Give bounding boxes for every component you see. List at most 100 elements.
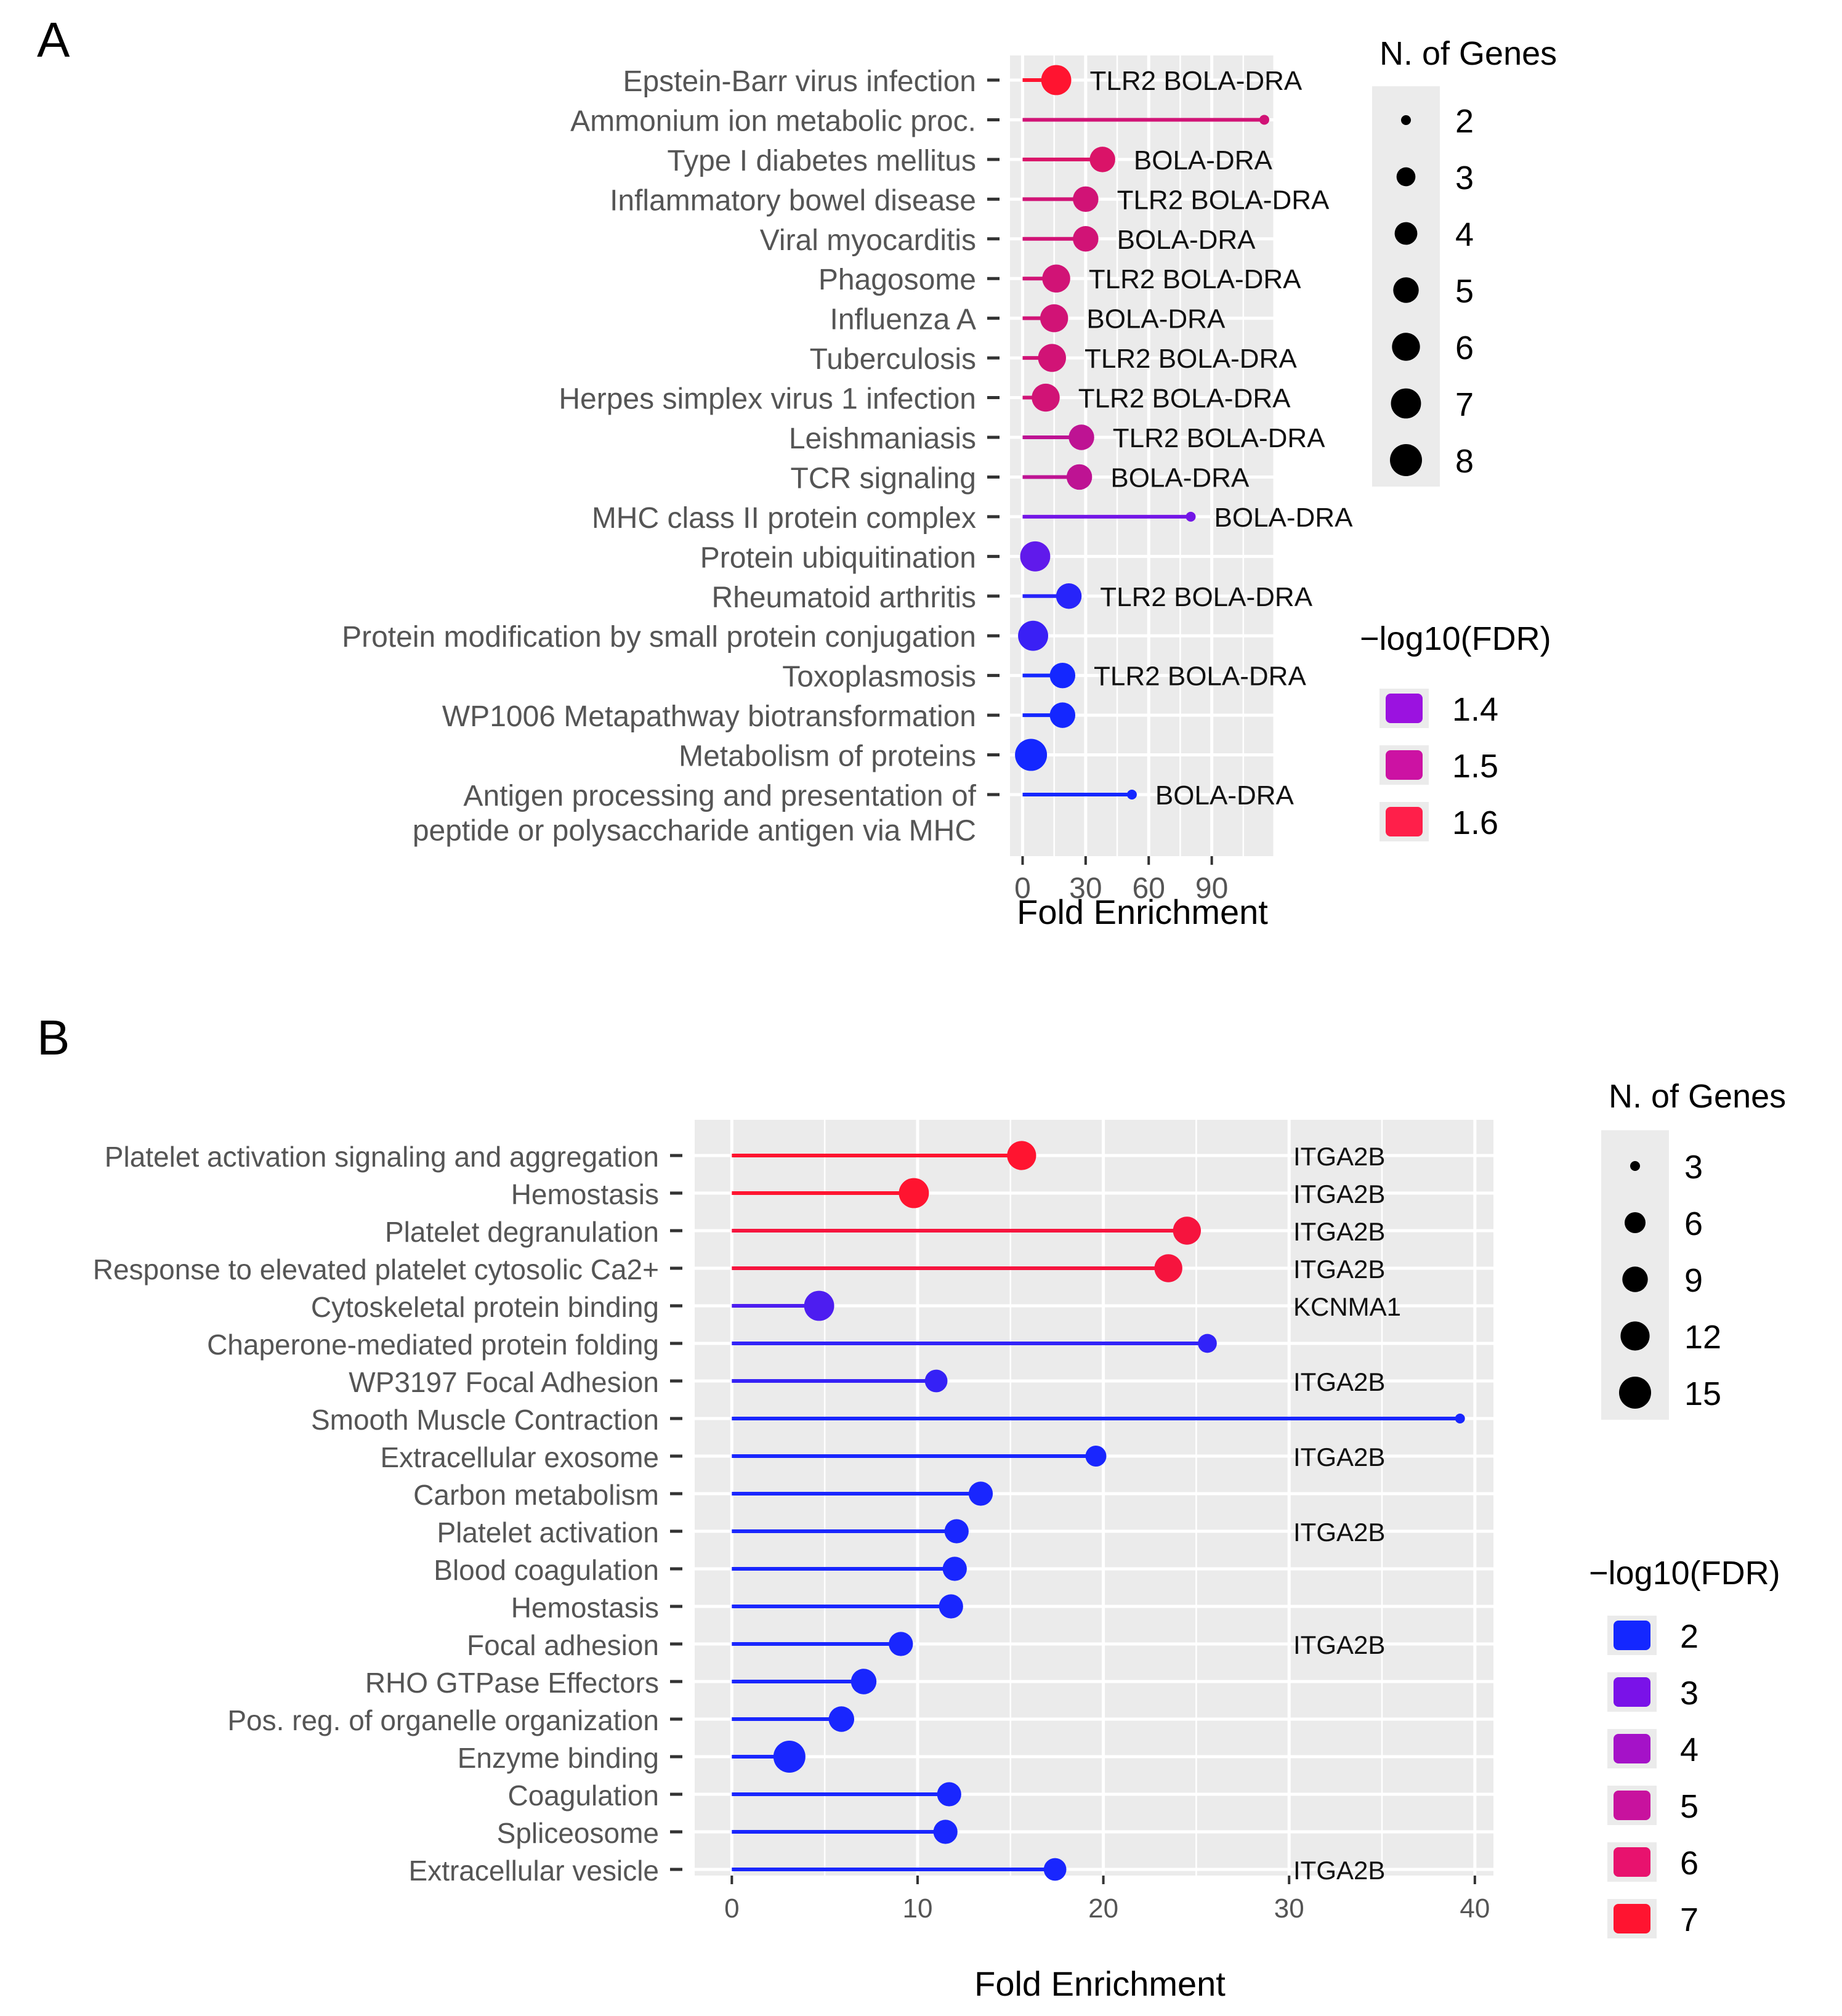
row-label: Focal adhesion — [467, 1629, 659, 1661]
row-label: Coagulation — [507, 1779, 659, 1812]
lollipop-point — [937, 1782, 961, 1807]
gene-label: BOLA-DRA — [1134, 145, 1273, 176]
lollipop-row: Herpes simplex virus 1 infection TLR2 BOL… — [559, 383, 1291, 416]
gene-label: TLR2 BOLA-DRA — [1078, 384, 1291, 414]
size-legend-dot — [1622, 1266, 1648, 1292]
color-legend-label: 5 — [1680, 1788, 1699, 1825]
gene-label: ITGA2B — [1293, 1180, 1385, 1208]
row-label: Cytoskeletal protein binding — [311, 1291, 659, 1323]
color-legend-label: 7 — [1680, 1901, 1699, 1938]
lollipop-point — [1066, 464, 1093, 490]
size-legend-dot — [1391, 388, 1421, 419]
row-label: Ammonium ion metabolic proc. — [570, 105, 976, 137]
color-legend-swatch — [1386, 750, 1423, 780]
lollipop-point — [1073, 186, 1099, 213]
size-legend-label: 9 — [1684, 1262, 1703, 1299]
panel-a-x-axis-label: Fold Enrichment — [1017, 893, 1268, 931]
size-legend-label: 6 — [1455, 330, 1474, 366]
row-label: Antigen processing and presentation of pe… — [413, 780, 977, 848]
lollipop-point — [1259, 115, 1269, 125]
panel-a-color-legend-title: −log10(FDR) — [1360, 620, 1551, 657]
lollipop-row: Type I diabetes mellitus BOLA-DRA — [667, 145, 1272, 177]
gene-label: ITGA2B — [1293, 1255, 1385, 1284]
lollipop-point — [1018, 620, 1048, 651]
row-label: Protein ubiquitination — [700, 541, 976, 574]
size-legend-label: 4 — [1455, 216, 1474, 253]
lollipop-row: Hemostasis — [511, 1592, 963, 1624]
lollipop-row: Platelet activation ITGA2B — [437, 1516, 1385, 1548]
gene-label: ITGA2B — [1293, 1142, 1385, 1171]
lollipop-point — [1126, 790, 1137, 800]
gene-label: BOLA-DRA — [1214, 503, 1353, 533]
lollipop-row: Metabolism of proteins — [679, 739, 1048, 773]
gene-label: KCNMA1 — [1293, 1292, 1401, 1321]
lollipop-point — [1032, 383, 1060, 412]
lollipop-point — [1073, 226, 1099, 252]
row-label: Inflammatory bowel disease — [610, 184, 976, 217]
lollipop-point — [1020, 541, 1051, 572]
color-legend-label: 1.5 — [1452, 748, 1498, 785]
lollipop-row: Ammonium ion metabolic proc. — [570, 105, 1269, 137]
row-label: Chaperone-mediated protein folding — [207, 1329, 659, 1361]
row-label: Platelet activation — [437, 1516, 659, 1548]
lollipop-point — [1043, 1858, 1067, 1881]
color-legend-swatch — [1614, 1904, 1650, 1933]
lollipop-row: Platelet degranulation ITGA2B — [385, 1216, 1385, 1248]
panel-b-color-legend-title: −log10(FDR) — [1589, 1555, 1780, 1592]
row-label: Blood coagulation — [434, 1554, 659, 1586]
color-legend-swatch — [1386, 807, 1423, 836]
panel-a-size-legend-title: N. of Genes — [1379, 35, 1557, 72]
row-label: Type I diabetes mellitus — [667, 145, 976, 177]
row-label: Platelet degranulation — [385, 1216, 659, 1248]
panel-b-x-axis-label: Fold Enrichment — [974, 1964, 1226, 2003]
lollipop-point — [942, 1557, 967, 1581]
gene-label: BOLA-DRA — [1155, 780, 1295, 811]
lollipop-point — [1038, 344, 1066, 372]
lollipop-row: Epstein-Barr virus infection TLR2 BOLA-DR… — [623, 65, 1303, 98]
row-label: Smooth Muscle Contraction — [311, 1404, 659, 1436]
color-legend-label: 1.6 — [1452, 804, 1498, 841]
lollipop-row: Smooth Muscle Contraction — [311, 1404, 1465, 1436]
lollipop-row: Phagosome TLR2 BOLA-DRA — [818, 264, 1301, 296]
row-label: Protein modification by small protein co… — [342, 621, 976, 654]
size-legend-dot — [1393, 277, 1419, 303]
lollipop-point — [889, 1632, 913, 1656]
lollipop-row: Tuberculosis TLR2 BOLA-DRA — [810, 343, 1298, 376]
size-legend-dot — [1620, 1321, 1650, 1351]
panel-b-size-legend-title: N. of Genes — [1609, 1078, 1786, 1115]
gene-label: ITGA2B — [1293, 1518, 1385, 1547]
lollipop-row: Coagulation — [507, 1779, 961, 1812]
size-legend-label: 7 — [1455, 386, 1474, 423]
lollipop-point — [1007, 1141, 1036, 1170]
x-tick-label: 60 — [1133, 872, 1165, 905]
size-legend-dot — [1619, 1377, 1651, 1409]
lollipop-row: Protein ubiquitination — [700, 541, 1051, 574]
size-legend-dot — [1394, 222, 1418, 245]
row-label: Pos. reg. of organelle organization — [227, 1704, 659, 1736]
size-legend-label: 2 — [1455, 103, 1474, 140]
size-legend-label: 15 — [1684, 1375, 1721, 1412]
row-label: Response to elevated platelet cytosolic … — [93, 1253, 659, 1285]
lollipop-point — [1049, 702, 1076, 728]
lollipop-row: Platelet activation signaling and aggreg… — [105, 1141, 1386, 1173]
lollipop-point — [1154, 1254, 1182, 1282]
panel-a-x-ticks: 0 30 60 90 — [1014, 856, 1228, 905]
lollipop-row: Hemostasis ITGA2B — [511, 1178, 1385, 1210]
lollipop-point — [1173, 1216, 1202, 1245]
gene-label: BOLA-DRA — [1086, 304, 1226, 334]
panel-a-rows: Epstein-Barr virus infection TLR2 BOLA-DR… — [342, 65, 1353, 848]
color-legend-swatch — [1614, 1791, 1650, 1820]
lollipop-row: Viral myocarditis BOLA-DRA — [760, 224, 1256, 257]
x-tick-label: 20 — [1088, 1893, 1118, 1924]
row-label: Spliceosome — [497, 1817, 659, 1849]
lollipop-row: Chaperone-mediated protein folding — [207, 1329, 1217, 1361]
gene-label: TLR2 BOLA-DRA — [1089, 264, 1301, 294]
gene-label: TLR2 BOLA-DRA — [1100, 582, 1312, 612]
lollipop-row: Enzyme binding — [458, 1741, 806, 1774]
color-legend-label: 3 — [1680, 1675, 1699, 1712]
panel-b-color-legend: −log10(FDR) 2 3 4 5 6 7 — [1589, 1555, 1780, 1938]
row-label: Phagosome — [818, 264, 976, 296]
lollipop-point — [939, 1594, 963, 1619]
lollipop-point — [1455, 1414, 1465, 1423]
lollipop-row: Protein modification by small protein co… — [342, 620, 1048, 654]
